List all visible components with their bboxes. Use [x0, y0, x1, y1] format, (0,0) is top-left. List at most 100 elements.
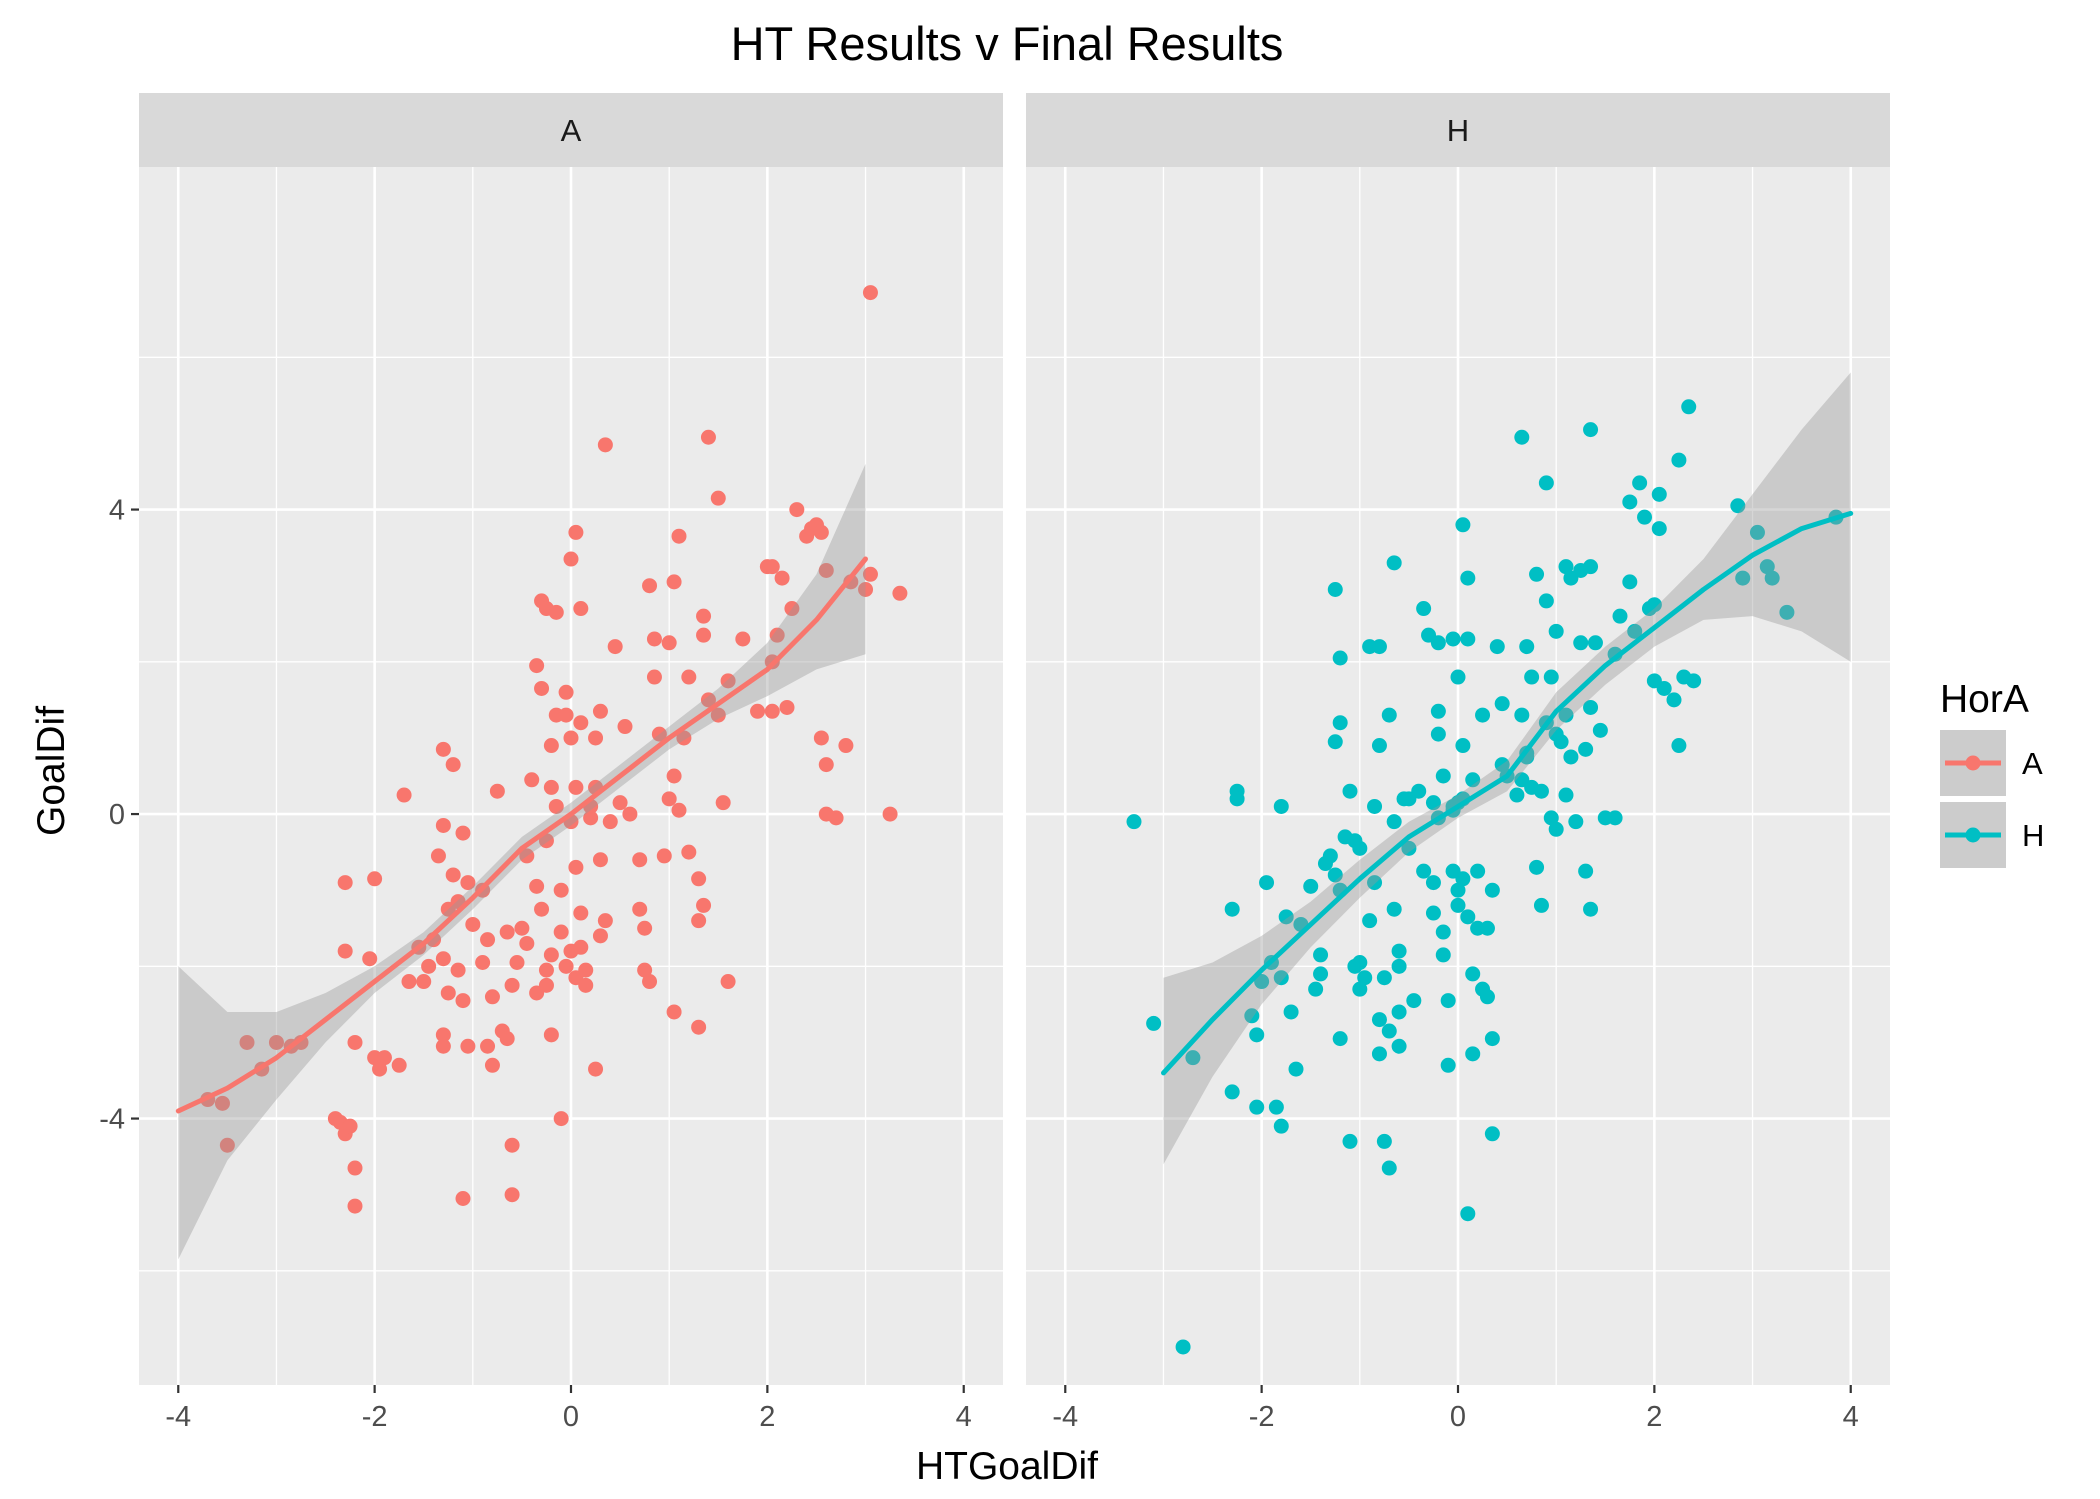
data-point — [1288, 1061, 1304, 1077]
data-point — [1460, 631, 1476, 647]
data-point — [435, 741, 451, 757]
data-point — [1440, 1057, 1456, 1073]
data-point — [337, 875, 353, 891]
facet-panel-a: A -4 -2 0 2 4 -4 0 4 — [99, 93, 1003, 1433]
data-point — [1637, 509, 1653, 525]
data-point — [1749, 524, 1765, 540]
data-point — [1583, 559, 1599, 575]
data-point — [1254, 974, 1270, 990]
data-point — [696, 897, 712, 913]
legend-key-a-point — [1965, 755, 1981, 771]
data-point — [691, 1019, 707, 1035]
data-point — [1651, 521, 1667, 537]
x-axis-title: HTGoalDif — [916, 1445, 1098, 1488]
data-point — [1450, 669, 1466, 685]
data-point — [622, 806, 638, 822]
data-point — [504, 1137, 520, 1153]
data-point — [534, 901, 550, 917]
data-point — [480, 1038, 496, 1054]
data-point — [578, 962, 594, 978]
data-point — [347, 1160, 363, 1176]
data-point — [1401, 840, 1417, 856]
data-point — [617, 719, 633, 735]
data-point — [597, 437, 613, 453]
data-point — [1509, 787, 1525, 803]
data-point — [671, 802, 687, 818]
data-point — [1730, 498, 1746, 514]
data-point — [1681, 399, 1697, 415]
data-point — [391, 1057, 407, 1073]
data-point — [1529, 566, 1545, 582]
data-point — [858, 581, 874, 597]
data-point — [1425, 875, 1441, 891]
data-point — [1779, 604, 1795, 620]
data-point — [558, 958, 574, 974]
data-point — [538, 962, 554, 978]
data-point — [784, 601, 800, 617]
data-point — [1278, 909, 1294, 925]
data-point — [1175, 1339, 1191, 1355]
data-point — [1465, 772, 1481, 788]
data-point — [1313, 947, 1329, 963]
confidence-ribbon — [1163, 372, 1851, 1165]
facet-strip — [1026, 93, 1890, 167]
data-point — [372, 1061, 388, 1077]
data-point — [1587, 635, 1603, 651]
data-point — [715, 795, 731, 811]
data-point — [632, 852, 648, 868]
data-point — [592, 928, 608, 944]
data-point — [1465, 1046, 1481, 1062]
data-point — [568, 524, 584, 540]
data-point — [268, 1034, 284, 1050]
data-point — [1273, 1118, 1289, 1134]
data-point — [1386, 901, 1402, 917]
data-point — [1455, 517, 1471, 533]
data-point — [396, 787, 412, 803]
data-point — [1381, 1160, 1397, 1176]
data-point — [1538, 475, 1554, 491]
data-point — [642, 578, 658, 594]
data-point — [646, 631, 662, 647]
data-point — [1558, 787, 1574, 803]
data-point — [568, 779, 584, 795]
data-point — [543, 779, 559, 795]
data-point — [1244, 1008, 1260, 1024]
data-point — [862, 285, 878, 301]
data-point — [450, 962, 466, 978]
data-point — [710, 707, 726, 723]
data-point — [367, 871, 383, 887]
legend-label-h: H — [2022, 818, 2044, 853]
data-point — [475, 955, 491, 971]
data-point — [1308, 981, 1324, 997]
data-point — [1362, 913, 1378, 929]
data-point — [696, 627, 712, 643]
x-tick-label: -4 — [165, 1401, 191, 1433]
data-point — [514, 920, 530, 936]
data-point — [1322, 848, 1338, 864]
data-point — [1347, 958, 1363, 974]
data-point — [239, 1034, 255, 1050]
data-point — [1224, 1084, 1240, 1100]
data-point — [1538, 593, 1554, 609]
data-point — [1479, 920, 1495, 936]
data-point — [892, 585, 908, 601]
data-point — [465, 916, 481, 932]
data-point — [1416, 863, 1432, 879]
data-point — [1651, 486, 1667, 502]
data-point — [504, 977, 520, 993]
data-point — [499, 1031, 515, 1047]
data-point — [1479, 989, 1495, 1005]
legend: HorA A H — [1940, 678, 2044, 868]
data-point — [578, 977, 594, 993]
data-point — [1671, 452, 1687, 468]
data-point — [1259, 875, 1275, 891]
data-point — [1327, 734, 1343, 750]
data-point — [543, 1027, 559, 1043]
data-point — [813, 730, 829, 746]
data-point — [661, 635, 677, 651]
legend-item-a: A — [1940, 730, 2043, 796]
data-point — [509, 955, 525, 971]
data-point — [1440, 993, 1456, 1009]
data-point — [1327, 867, 1343, 883]
data-point — [1435, 924, 1451, 940]
